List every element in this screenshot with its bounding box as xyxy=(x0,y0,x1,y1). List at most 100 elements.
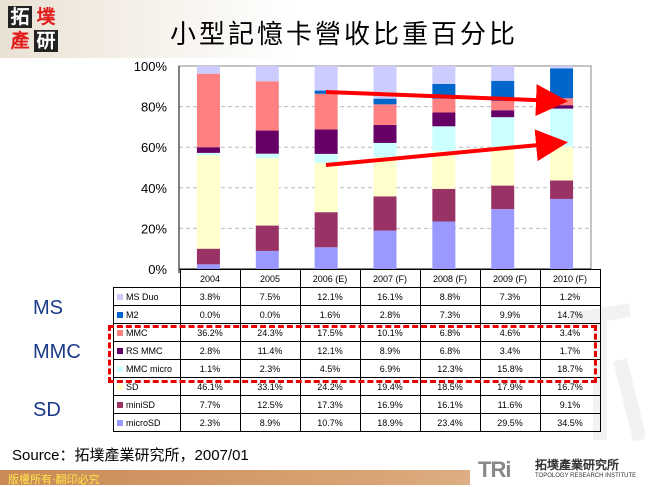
series-name: SD xyxy=(126,381,139,392)
bar-segment-ms-duo xyxy=(373,66,397,99)
table-row: M2 0.0% 0.0% 1.6% 2.8% 7.3% 9.9% 14.7% xyxy=(113,305,601,324)
series-name: M2 xyxy=(126,309,139,320)
table-header-row: 2004 2005 2006 (E) 2007 (F) 2008 (F) 2009 (F)… xyxy=(113,269,601,288)
legend-swatch xyxy=(117,384,123,391)
value-cell: 1.2% xyxy=(539,287,601,306)
trend-arrow-down xyxy=(325,84,568,117)
side-label-mmc: MMC xyxy=(33,341,81,363)
brand-panel xyxy=(470,455,650,485)
bar-segment-mmc xyxy=(255,81,279,131)
value-cell: 0.0% xyxy=(179,305,241,324)
logo-char: 墣 xyxy=(36,6,56,28)
bar-segment-mmc-micro xyxy=(196,152,220,156)
table-row: MMC micro 1.1% 2.3% 4.5% 6.9% 12.3% 15.8% 18.7% xyxy=(113,359,601,378)
bar-segment-rs-mmc xyxy=(432,112,456,127)
value-cell: 11.6% xyxy=(479,395,541,414)
bar-segment-mmc xyxy=(314,93,338,130)
source-note: Source：拓墣產業研究所，2007/01 xyxy=(12,447,249,464)
bar-segment-sd xyxy=(491,149,515,186)
value-cell: 2.8% xyxy=(359,305,421,324)
column-header: 2006 (E) xyxy=(299,269,361,288)
bar-segment-mmc-micro xyxy=(314,153,338,164)
table-row: miniSD 7.7% 12.5% 17.3% 16.9% 16.1% 11.6% 9.1% xyxy=(113,395,601,414)
bar-segment-mmc-micro xyxy=(550,108,574,147)
y-tick-label: 80% xyxy=(141,100,167,115)
legend-swatch xyxy=(117,294,123,301)
bar-segment-minisd xyxy=(550,180,574,199)
series-name: microSD xyxy=(126,417,161,428)
value-cell: 9.1% xyxy=(539,395,601,414)
bar-segment-minisd xyxy=(491,185,515,210)
trend-arrow-up xyxy=(325,129,568,167)
copyright-text: 版權所有‧翻印必究 xyxy=(8,474,100,486)
y-tick-label: 60% xyxy=(141,140,167,155)
y-tick-label: 40% xyxy=(141,181,167,196)
bar-segment-minisd xyxy=(432,188,456,222)
series-label-cell: miniSD xyxy=(113,395,181,414)
logo: 拓 墣 產 研 xyxy=(8,6,60,52)
bar-segment-mmc xyxy=(196,73,220,148)
column-header: 2010 (F) xyxy=(539,269,601,288)
value-cell: 17.3% xyxy=(299,395,361,414)
value-cell: 29.5% xyxy=(479,413,541,432)
legend-swatch xyxy=(117,366,123,373)
bar-segment-rs-mmc xyxy=(196,147,220,153)
value-cell: 12.5% xyxy=(239,395,301,414)
column-header: 2005 xyxy=(239,269,301,288)
bar-segment-rs-mmc xyxy=(550,105,574,109)
bar-segment-sd xyxy=(255,158,279,226)
bar-segment-microsd xyxy=(491,209,515,269)
column-header: 2004 xyxy=(179,269,241,288)
bar-segment-microsd xyxy=(255,250,279,269)
bar-segment-rs-mmc xyxy=(373,124,397,143)
series-name: MMC micro xyxy=(126,363,172,374)
value-cell: 8.9% xyxy=(239,413,301,432)
brand-logo: TRi xyxy=(478,457,511,482)
bar-segment-microsd xyxy=(314,247,338,269)
bar-segment-sd xyxy=(196,155,220,249)
bar-segment-ms-duo xyxy=(432,66,456,84)
logo-char: 研 xyxy=(34,30,58,52)
legend-swatch xyxy=(117,348,123,355)
value-cell: 16.9% xyxy=(359,395,421,414)
stacked-bar-chart: 0%20%40%60%80%100% xyxy=(134,59,592,277)
value-cell: 3.8% xyxy=(179,287,241,306)
logo-char: 產 xyxy=(10,30,30,52)
bar-segment-mmc-micro xyxy=(255,153,279,159)
bar-segment-mmc xyxy=(432,98,456,113)
bar-segment-m2 xyxy=(550,68,574,99)
value-cell: 14.7% xyxy=(539,305,601,324)
value-cell: 12.1% xyxy=(299,287,361,306)
bar-segment-rs-mmc xyxy=(491,110,515,118)
legend-swatch xyxy=(117,420,123,427)
series-label-cell: MS Duo xyxy=(113,287,181,306)
series-label-cell: microSD xyxy=(113,413,181,432)
bar-segment-mmc-micro xyxy=(491,117,515,150)
logo-char: 拓 xyxy=(8,6,32,28)
bar-segment-minisd xyxy=(255,225,279,251)
bar-segment-ms-duo xyxy=(314,66,338,91)
bar-segment-ms-duo xyxy=(196,66,220,74)
bar-segment-microsd xyxy=(196,264,220,269)
legend-swatch xyxy=(117,402,123,409)
bar-segment-minisd xyxy=(373,196,397,231)
column-header: 2008 (F) xyxy=(419,269,481,288)
bar-segment-microsd xyxy=(373,230,397,269)
bar-segment-ms-duo xyxy=(550,66,574,69)
bar-segment-mmc xyxy=(373,104,397,125)
bar-segment-microsd xyxy=(432,221,456,269)
value-cell: 23.4% xyxy=(419,413,481,432)
bar-segment-mmc xyxy=(491,100,515,111)
bar-segment-sd xyxy=(314,163,338,213)
value-cell: 7.3% xyxy=(419,305,481,324)
value-cell: 8.8% xyxy=(419,287,481,306)
highlight-box-mmc xyxy=(108,325,597,383)
value-cell: 9.9% xyxy=(479,305,541,324)
column-header: 2007 (F) xyxy=(359,269,421,288)
bar-segment-sd xyxy=(373,156,397,197)
bar-segment-minisd xyxy=(196,248,220,265)
y-tick-label: 20% xyxy=(141,221,167,236)
bar-segment-mmc-micro xyxy=(432,126,456,152)
brand-name-en: TOPOLOGY RESEARCH INSTITUTE xyxy=(535,473,637,479)
series-name: MS Duo xyxy=(126,291,159,302)
